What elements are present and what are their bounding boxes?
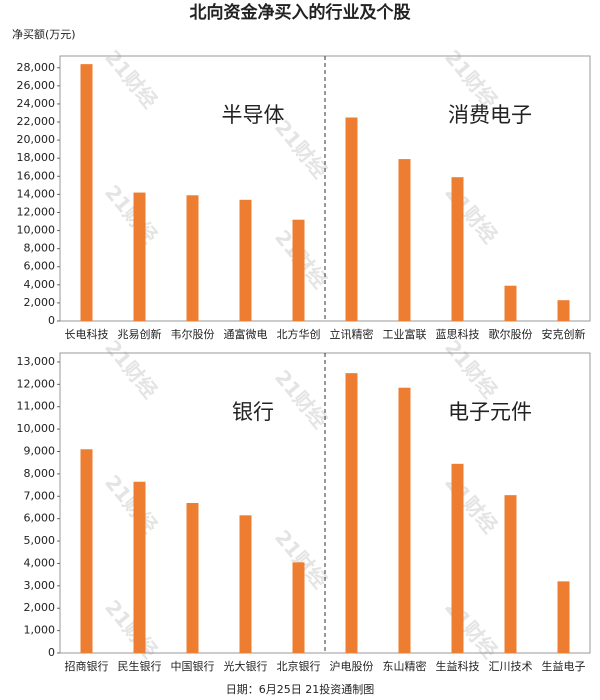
x-tick-label: 民生银行 (118, 659, 162, 673)
x-tick-label: 生益科技 (436, 659, 480, 673)
y-tick-label: 2,000 (24, 296, 56, 309)
y-tick-label: 4,000 (24, 278, 56, 291)
y-tick-label: 6,000 (24, 512, 56, 525)
bar (557, 581, 570, 653)
bar (133, 192, 146, 321)
x-tick-label: 北方华创 (277, 327, 321, 341)
bar (345, 373, 358, 653)
x-tick-label: 安克创新 (542, 327, 586, 341)
y-tick-label: 20,000 (17, 133, 56, 146)
bar (133, 481, 146, 653)
y-tick-label: 7,000 (24, 489, 56, 502)
x-tick-label: 生益电子 (542, 659, 586, 673)
bar (80, 64, 93, 322)
watermark: 21财经 (100, 335, 162, 402)
y-tick-label: 5,000 (24, 534, 56, 547)
bar (345, 117, 358, 321)
bar (239, 199, 252, 321)
y-tick-label: 0 (48, 314, 55, 327)
x-tick-label: 中国银行 (171, 659, 215, 673)
bar (186, 195, 199, 321)
x-tick-label: 长电科技 (65, 327, 109, 341)
y-tick-label: 14,000 (17, 187, 56, 200)
x-tick-label: 兆易创新 (118, 327, 162, 341)
y-tick-label: 26,000 (17, 79, 56, 92)
watermark: 21财经 (440, 180, 502, 247)
bar (451, 177, 464, 321)
group-label: 半导体 (222, 103, 285, 127)
chart-title: 北向资金净买入的行业及个股 (190, 2, 411, 23)
y-tick-label: 12,000 (17, 205, 56, 218)
bar (80, 449, 93, 653)
y-tick-label: 10,000 (17, 224, 56, 237)
y-tick-label: 22,000 (17, 115, 56, 128)
x-tick-label: 立讯精密 (330, 327, 374, 341)
bar (398, 159, 411, 321)
y-tick-label: 2,000 (24, 601, 56, 614)
bar (292, 219, 305, 321)
bar (557, 300, 570, 321)
watermark: 21财经 (100, 180, 162, 247)
y-tick-label: 18,000 (17, 151, 56, 164)
y-tick-label: 8,000 (24, 242, 56, 255)
x-tick-label: 工业富联 (383, 327, 427, 341)
y-tick-label: 13,000 (17, 355, 56, 368)
y-tick-label: 10,000 (17, 422, 56, 435)
bar (398, 387, 411, 653)
x-tick-label: 光大银行 (224, 659, 268, 673)
x-tick-label: 通富微电 (224, 327, 268, 341)
y-tick-label: 3,000 (24, 579, 56, 592)
x-tick-label: 东山精密 (383, 659, 427, 673)
y-tick-label: 9,000 (24, 445, 56, 458)
bar (292, 562, 305, 653)
footer: 日期：6月25日 21投资通制图 (226, 682, 375, 696)
bar (239, 515, 252, 653)
bar (504, 285, 517, 321)
watermark: 21财经 (440, 470, 502, 537)
y-tick-label: 16,000 (17, 169, 56, 182)
group-label: 电子元件 (448, 400, 532, 424)
y-tick-label: 1,000 (24, 624, 56, 637)
x-tick-label: 韦尔股份 (171, 328, 215, 341)
group-label: 银行 (232, 400, 274, 424)
y-tick-label: 6,000 (24, 260, 56, 273)
x-tick-label: 歌尔股份 (489, 327, 533, 341)
y-axis-label: 净买额(万元) (12, 27, 76, 41)
y-tick-label: 4,000 (24, 556, 56, 569)
watermark: 21财经 (440, 335, 502, 402)
bar (504, 495, 517, 653)
x-tick-label: 蓝思科技 (436, 327, 480, 341)
watermark: 21财经 (100, 470, 162, 537)
y-tick-label: 24,000 (17, 97, 56, 110)
watermark: 21财经 (270, 365, 332, 432)
y-tick-label: 8,000 (24, 467, 56, 480)
watermark: 21财经 (100, 45, 162, 112)
x-tick-label: 招商银行 (65, 659, 109, 673)
y-tick-label: 0 (48, 646, 55, 659)
bar (186, 503, 199, 653)
y-tick-label: 28,000 (17, 61, 56, 74)
x-tick-label: 汇川技术 (489, 660, 533, 673)
x-tick-label: 北京银行 (277, 659, 321, 673)
x-tick-label: 沪电股份 (330, 659, 374, 673)
group-label: 消费电子 (448, 103, 532, 127)
y-tick-label: 11,000 (17, 400, 56, 413)
y-tick-label: 12,000 (17, 377, 56, 390)
bar (451, 463, 464, 653)
